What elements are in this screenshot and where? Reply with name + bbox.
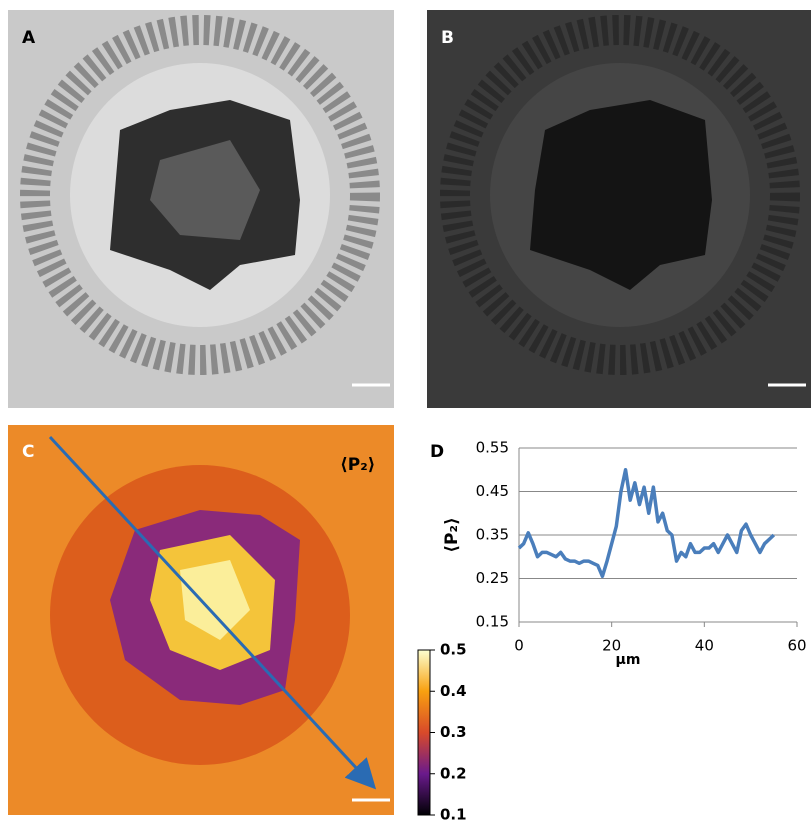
image-b: B <box>427 10 811 408</box>
colorbar <box>417 649 431 816</box>
annotation: ⟨P₂⟩ <box>340 455 375 475</box>
image-c: C ⟨P₂⟩ <box>8 425 431 816</box>
panel-label: B <box>441 28 454 48</box>
panel-label: A <box>22 28 36 48</box>
x-tick-label: 0 <box>514 637 524 655</box>
y-tick-label: 0.25 <box>476 569 509 587</box>
colorbar-tick-label: 0.2 <box>440 764 467 782</box>
y-tick-label: 0.45 <box>476 482 509 500</box>
x-tick-label: 20 <box>602 637 621 655</box>
colorbar-tick-label: 0.1 <box>440 806 467 821</box>
panel-label: C <box>22 442 34 462</box>
image-a: A <box>8 10 394 408</box>
x-tick-label: 60 <box>787 637 806 655</box>
y-tick-label: 0.35 <box>476 526 509 544</box>
x-tick-label: 40 <box>695 637 714 655</box>
y-tick-label: 0.55 <box>476 439 509 457</box>
colorbar-tick-label: 0.3 <box>440 723 467 741</box>
data-line <box>517 468 776 579</box>
x-axis-label: µm <box>616 652 641 668</box>
colorbar-tick-label: 0.4 <box>440 682 467 700</box>
y-axis-label: ⟨P₂⟩ <box>442 517 462 552</box>
colorbar-tick-label: 0.5 <box>440 641 467 659</box>
y-tick-label: 0.15 <box>476 613 509 631</box>
panel-label: D <box>430 442 444 462</box>
